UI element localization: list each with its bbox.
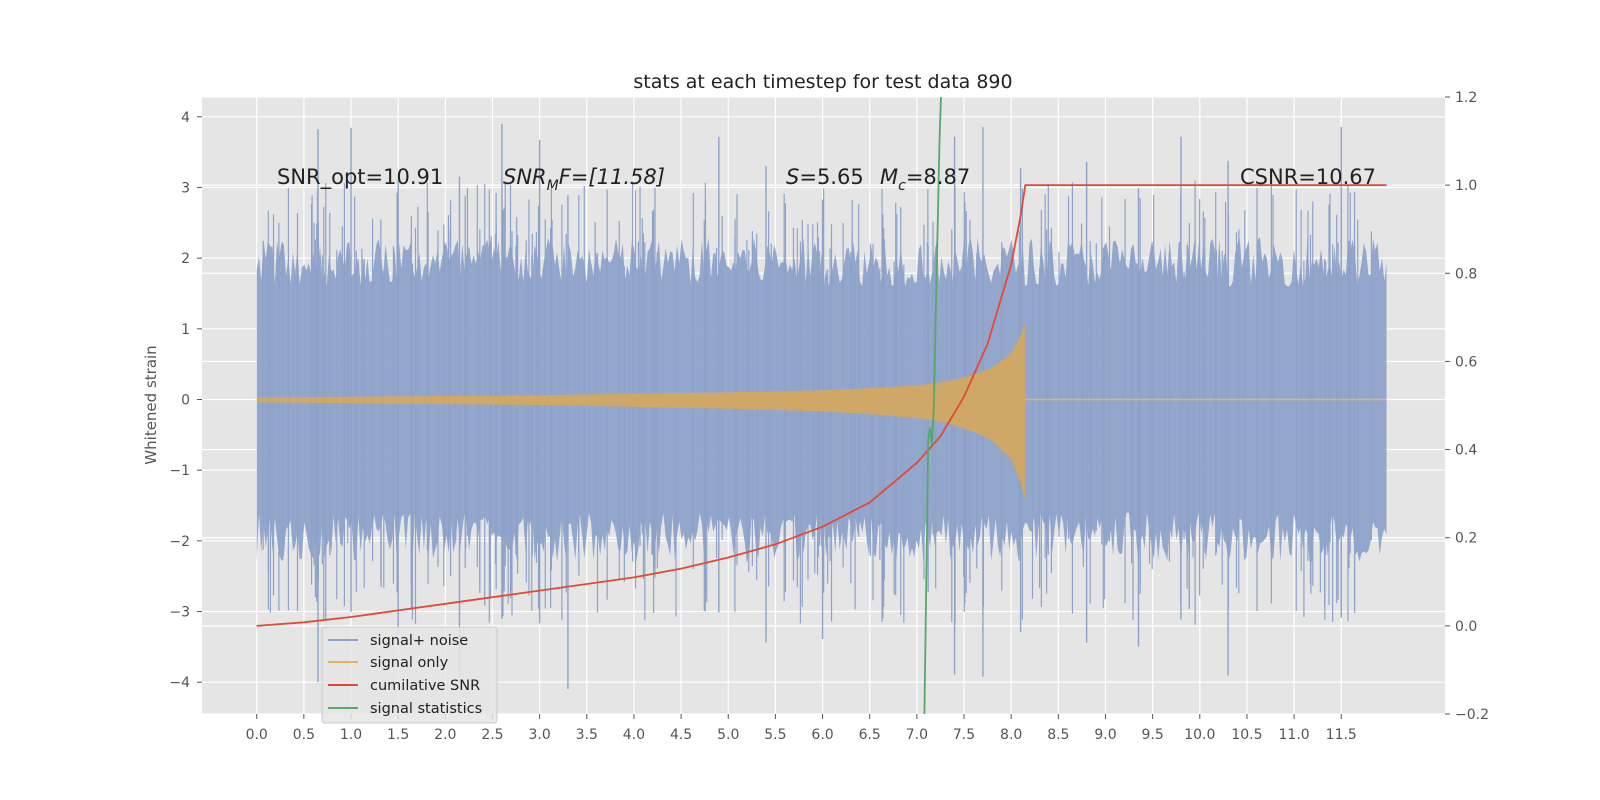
legend-label-signal-only: signal only	[370, 655, 449, 671]
x-tick-label: 9.0	[1094, 727, 1116, 743]
x-tick-label: 10.5	[1231, 727, 1262, 743]
y-tick-label: −2	[169, 534, 190, 550]
y-axis-label: Whitened strain	[142, 345, 160, 464]
legend-label-cumilative-snr: cumilative SNR	[370, 678, 480, 694]
x-tick-label: 3.5	[576, 727, 598, 743]
signal-only-band	[256, 321, 1026, 501]
legend-label-signal-plus-noise: signal+ noise	[370, 633, 468, 649]
y-axis-left: 4 3 2 1 0 −1 −2 −3 −4	[169, 110, 202, 691]
y2-tick-label: 0.6	[1455, 354, 1477, 370]
y-tick-label: 3	[181, 180, 190, 196]
y-axis-right: 1.2 1.0 0.8 0.6 0.4 0.2 0.0 −0.2	[1445, 90, 1489, 723]
x-tick-label: 10.0	[1184, 727, 1215, 743]
x-tick-label: 8.5	[1047, 727, 1069, 743]
x-tick-label: 4.5	[670, 727, 692, 743]
x-tick-label: 7.0	[906, 727, 928, 743]
signal-statistics-line	[923, 97, 942, 714]
y-tick-label: 1	[181, 322, 190, 338]
annotation-s: S=5.65	[786, 165, 864, 189]
annotation-csnr: CSNR=10.67	[1240, 165, 1376, 189]
x-tick-label: 9.5	[1142, 727, 1164, 743]
x-tick-label: 5.0	[717, 727, 739, 743]
y-tick-label: −3	[169, 605, 190, 621]
x-tick-label: 8.0	[1000, 727, 1022, 743]
x-tick-label: 7.5	[953, 727, 975, 743]
y-tick-label: −4	[169, 675, 190, 691]
x-tick-label: 2.0	[434, 727, 456, 743]
legend-box	[321, 626, 498, 724]
x-tick-label: 1.0	[340, 727, 362, 743]
x-tick-label: 2.5	[481, 727, 503, 743]
annotation-snr-opt: SNR_opt=10.91	[277, 165, 443, 190]
annotation-mc: Mc=8.87	[880, 165, 970, 194]
x-tick-label: 0.5	[293, 727, 315, 743]
x-tick-label: 11.0	[1279, 727, 1310, 743]
x-tick-label: 6.0	[811, 727, 833, 743]
x-axis: 0.0 0.5 1.0 1.5 2.0 2.5 3.0 3.5 4.0 4.5 5.0 5.5 6.0 6…	[246, 714, 1357, 743]
legend-label-signal-statistics: signal statistics	[370, 701, 482, 717]
x-tick-label: 3.0	[528, 727, 550, 743]
y2-tick-label: 0.8	[1455, 266, 1477, 282]
y2-tick-label: 1.2	[1455, 90, 1477, 106]
y2-tick-label: 0.2	[1455, 531, 1477, 547]
y2-tick-label: 0.4	[1455, 443, 1477, 459]
y-tick-label: 0	[181, 392, 190, 408]
y-tick-label: −1	[169, 463, 190, 479]
y2-tick-label: 1.0	[1455, 178, 1477, 194]
cumilative-snr-line	[256, 184, 1387, 627]
y-tick-label: 2	[181, 251, 190, 267]
x-tick-label: 6.5	[859, 727, 881, 743]
y2-tick-label: −0.2	[1455, 707, 1489, 723]
legend: signal+ noise signal only cumilative SNR…	[321, 626, 498, 724]
x-tick-label: 4.0	[623, 727, 645, 743]
y2-tick-label: 0.0	[1455, 619, 1477, 635]
x-tick-label: 5.5	[764, 727, 786, 743]
y-tick-label: 4	[181, 110, 190, 126]
x-tick-label: 11.5	[1326, 727, 1357, 743]
chart-title: stats at each timestep for test data 890	[633, 71, 1012, 93]
x-tick-label: 0.0	[246, 727, 268, 743]
x-tick-label: 1.5	[387, 727, 409, 743]
annotation-snr-mf: SNRMF=[11.58]	[503, 165, 665, 194]
